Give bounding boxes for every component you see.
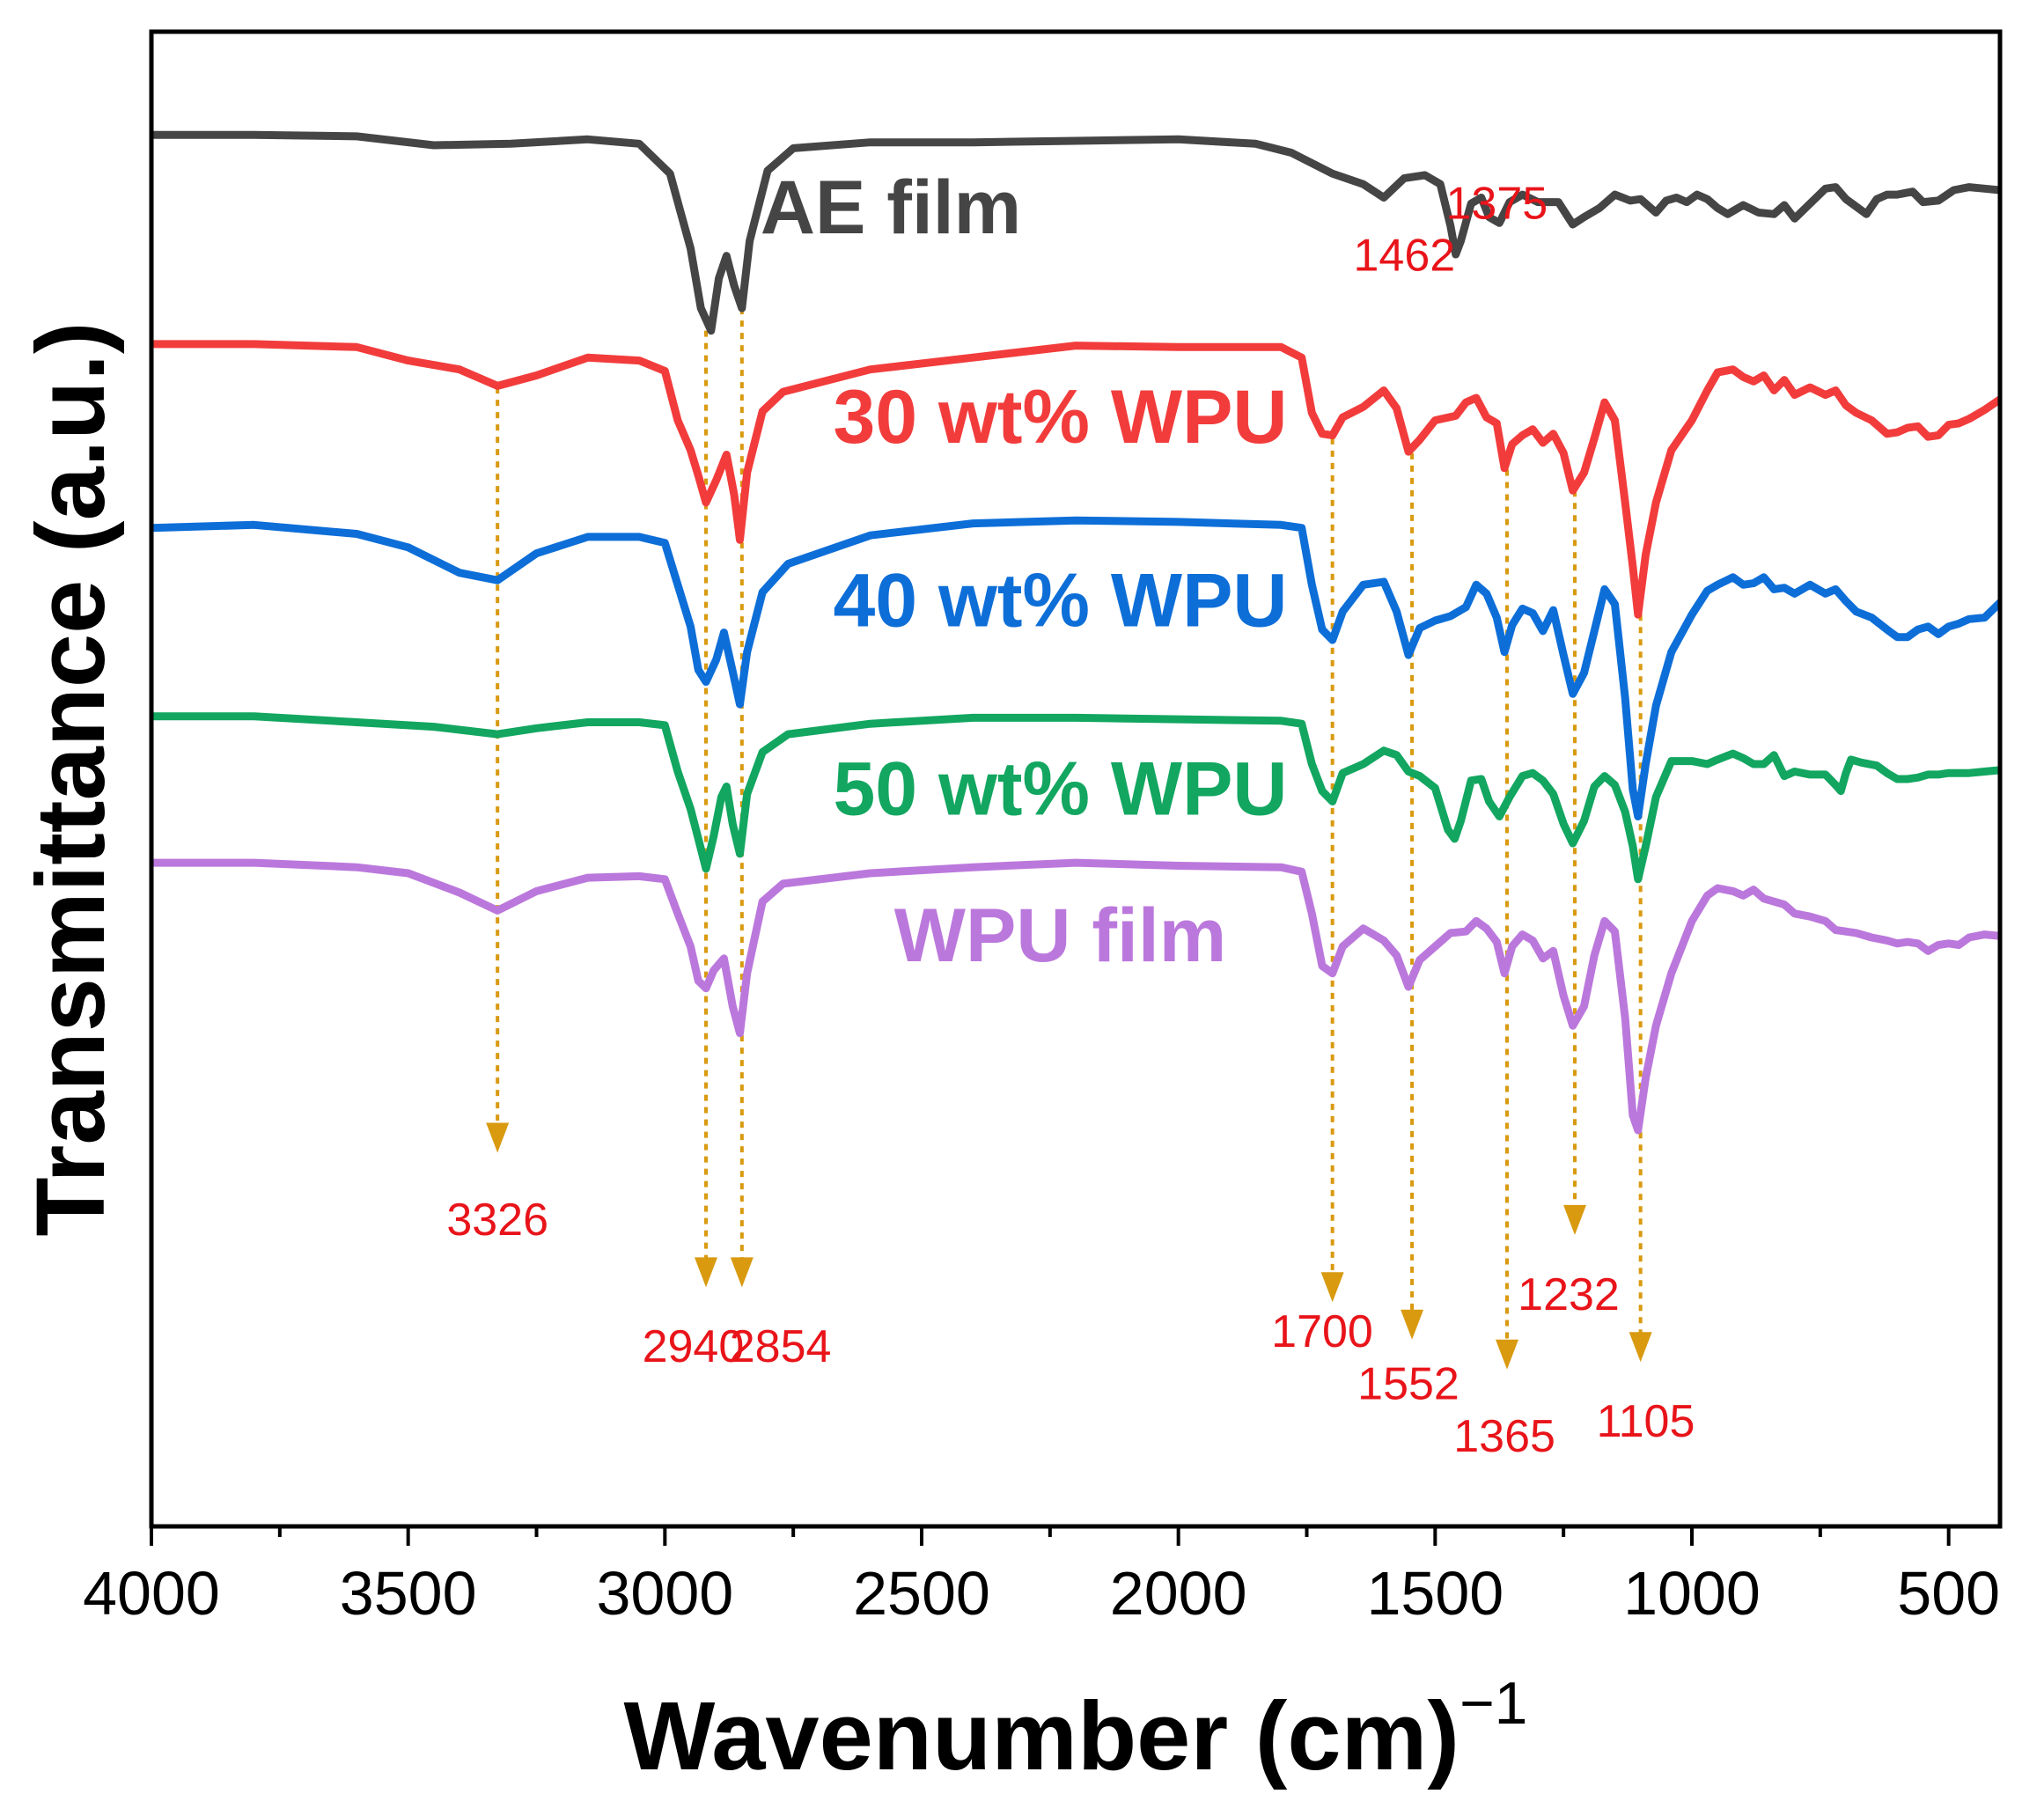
series-labels: AE film 30 wt% WPU 40 wt% WPU 50 wt% WPU WPU…	[761, 165, 1288, 978]
x-tick-label-3500: 3500	[340, 1559, 477, 1628]
peak-label-1552: 1552	[1357, 1359, 1459, 1410]
peak-arrowhead-2940	[695, 1257, 717, 1288]
series-label-30-wt-wpu: 30 wt% WPU	[833, 375, 1287, 460]
peak-arrowhead-1700	[1320, 1272, 1344, 1303]
series-line-50-wt-wpu	[151, 712, 2000, 884]
series-label-ae-film: AE film	[761, 165, 1021, 250]
peak-arrowhead-2854	[730, 1257, 754, 1288]
x-axis-title: Wavenumber (cm)−1	[624, 1670, 1528, 1790]
series-lines	[151, 130, 2000, 1135]
peak-label-1700: 1700	[1271, 1306, 1373, 1357]
peak-label-2854: 2854	[730, 1321, 832, 1372]
series-line-30-wt-wpu	[151, 340, 2000, 619]
peak-label-1105: 1105	[1597, 1396, 1695, 1447]
peak-arrowhead-1552	[1401, 1309, 1424, 1340]
peak-arrowhead-1365	[1496, 1339, 1518, 1370]
peak-label-1232: 1232	[1518, 1269, 1620, 1320]
series-line-wpu-film	[151, 858, 2000, 1135]
x-axis-title-superscript: −1	[1459, 1670, 1528, 1737]
peak-label-1365: 1365	[1453, 1411, 1555, 1462]
series-label-wpu-film: WPU film	[894, 893, 1226, 978]
series-line-ae-film	[151, 130, 2000, 335]
x-tick-label-4000: 4000	[83, 1559, 220, 1628]
x-tick-label-1000: 1000	[1623, 1559, 1761, 1628]
x-axis-ticks: 4000 3500 3000 2500 2000 1500 1000 500	[83, 1526, 2000, 1628]
x-tick-label-2000: 2000	[1110, 1559, 1247, 1628]
peak-label-2940: 2940	[643, 1321, 745, 1372]
x-tick-label-2500: 2500	[853, 1559, 990, 1628]
series-label-50-wt-wpu: 50 wt% WPU	[833, 747, 1287, 832]
peak-label-1462: 1462	[1353, 231, 1455, 282]
x-axis-title-text: Wavenumber (cm)	[624, 1682, 1459, 1790]
peak-arrows	[486, 308, 1652, 1370]
x-tick-label-3000: 3000	[596, 1559, 733, 1628]
plot-frame	[149, 29, 2003, 1529]
x-tick-label-1500: 1500	[1366, 1559, 1504, 1628]
peak-arrowhead-1232	[1563, 1204, 1586, 1235]
series-label-40-wt-wpu: 40 wt% WPU	[833, 559, 1287, 643]
peak-arrowhead-3326	[486, 1122, 510, 1153]
x-tick-label-500: 500	[1897, 1559, 2000, 1628]
peak-label-1375: 1375	[1445, 178, 1548, 229]
peak-arrowhead-1105	[1629, 1332, 1652, 1363]
series-line-40-wt-wpu	[151, 516, 2000, 820]
peak-label-3326: 3326	[446, 1195, 548, 1246]
y-axis-title: Transmittance (a.u.)	[17, 321, 125, 1236]
